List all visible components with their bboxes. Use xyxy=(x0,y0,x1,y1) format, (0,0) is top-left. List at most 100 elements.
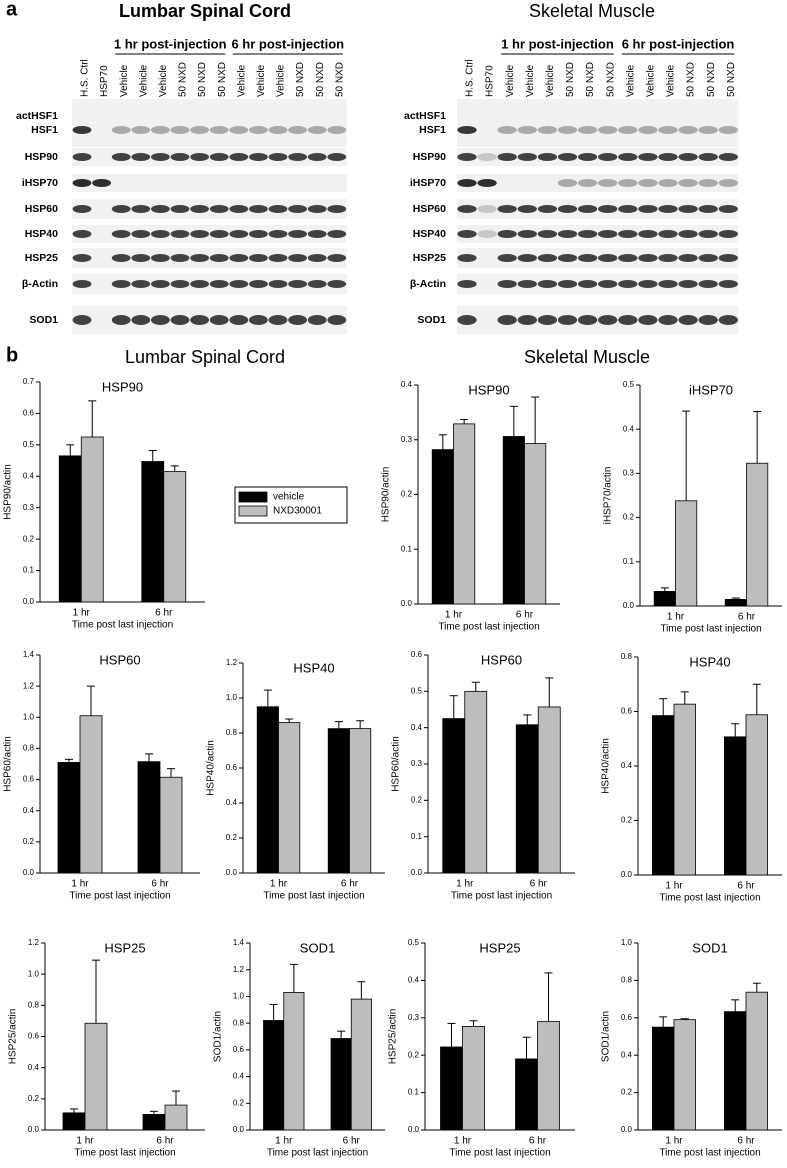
y-tick-label: 0.2 xyxy=(233,1098,245,1107)
y-tick-label: 0.7 xyxy=(23,377,35,386)
blot-band xyxy=(497,254,517,262)
x-tick-label: 1 hr xyxy=(667,612,685,623)
blot-band xyxy=(268,205,288,213)
error-bar xyxy=(523,714,532,725)
lane-label: 50 NXD xyxy=(315,62,326,97)
blot-band xyxy=(209,205,229,213)
blot-band xyxy=(327,315,347,325)
bar xyxy=(137,761,161,874)
blot-band xyxy=(577,315,598,325)
blot-strip xyxy=(72,274,347,294)
blot-band xyxy=(678,280,698,288)
blot-band xyxy=(209,315,229,325)
chart-title: HSP90 xyxy=(468,382,509,397)
blot-band xyxy=(150,230,170,238)
blot-band xyxy=(537,153,558,161)
x-tick-label: 1 hr xyxy=(665,881,683,892)
error-bar xyxy=(659,698,668,716)
blot-band xyxy=(288,230,308,238)
error-bar xyxy=(66,444,75,456)
x-tick-label: 6 hr xyxy=(156,1136,174,1147)
error-bar xyxy=(471,681,480,692)
bar xyxy=(57,762,81,874)
y-axis-label: HSP90/actin xyxy=(381,467,392,523)
y-tick-label: 0.4 xyxy=(621,761,633,770)
blot-band xyxy=(477,230,497,238)
blot-band xyxy=(638,179,658,187)
legend-label: NXD30001 xyxy=(273,506,322,517)
blot-band xyxy=(477,205,497,213)
protein-label: HSP40 xyxy=(413,228,446,240)
lane-label: Vehicle xyxy=(505,64,516,97)
blot-band xyxy=(718,179,738,187)
lane-label: 50 NXD xyxy=(217,62,228,97)
y-tick-label: 0.4 xyxy=(233,1072,245,1081)
chart-title: HSP60 xyxy=(99,652,140,667)
y-tick-label: 0.3 xyxy=(623,469,635,478)
y-tick-label: 0.2 xyxy=(23,837,35,846)
blot-band xyxy=(497,315,517,325)
blot-band xyxy=(557,230,578,238)
y-tick-label: 0.4 xyxy=(28,1063,40,1072)
blot-band xyxy=(618,126,638,134)
y-tick-label: 0.2 xyxy=(226,833,238,842)
error-bar xyxy=(544,972,553,1022)
y-tick-label: 0.2 xyxy=(408,1050,420,1059)
blot-band xyxy=(497,205,517,213)
blot-band xyxy=(190,126,210,134)
blot-band xyxy=(557,205,578,213)
lane-label: Vehicle xyxy=(236,64,247,97)
lane-label: Vehicle xyxy=(138,64,149,97)
blot-band xyxy=(658,230,678,238)
blot-band xyxy=(268,280,288,288)
lane-label: Vehicle xyxy=(276,64,287,97)
blot-band xyxy=(497,153,517,161)
error-bar xyxy=(460,418,469,424)
blot-band xyxy=(170,126,190,134)
blot-band xyxy=(658,254,678,262)
blot-band xyxy=(477,153,497,161)
bar xyxy=(263,1020,285,1131)
blot-band xyxy=(229,153,249,161)
blot-title: Lumbar Spinal Cord xyxy=(119,1,291,21)
blot-band xyxy=(557,315,578,325)
y-tick-label: 0.0 xyxy=(23,597,35,606)
lane-label: 50 NXD xyxy=(726,62,737,97)
blot-band xyxy=(131,153,151,161)
y-tick-label: 0.8 xyxy=(28,1000,40,1009)
y-tick-label: 0.6 xyxy=(226,763,238,772)
y-tick-label: 0.5 xyxy=(23,440,35,449)
y-tick-label: 1.0 xyxy=(28,969,40,978)
blot-band xyxy=(598,205,618,213)
blot-band xyxy=(268,230,288,238)
error-bar xyxy=(753,411,762,464)
blot-band xyxy=(190,280,210,288)
blot-band xyxy=(537,254,558,262)
blot-band xyxy=(698,315,718,325)
blot-band xyxy=(497,230,517,238)
y-tick-label: 0.6 xyxy=(28,1032,40,1041)
blot-band xyxy=(72,179,92,187)
lane-label: H.S. Ctrl xyxy=(80,59,91,97)
blot-band xyxy=(457,230,477,238)
blot-band xyxy=(190,205,210,213)
blot-band xyxy=(457,205,477,213)
blot-band xyxy=(457,126,477,134)
bar xyxy=(62,1112,86,1131)
y-tick-label: 1.0 xyxy=(226,693,238,702)
y-tick-label: 0.8 xyxy=(621,976,633,985)
bar xyxy=(724,736,747,876)
blot-band xyxy=(307,153,327,161)
y-tick-label: 0.2 xyxy=(623,513,635,522)
y-tick-label: 0.8 xyxy=(23,744,35,753)
blot-band xyxy=(170,205,190,213)
y-axis-label: SOD1/actin xyxy=(601,1011,612,1062)
y-axis-label: HSP40/actin xyxy=(601,738,612,794)
bar xyxy=(675,500,698,607)
blot-band xyxy=(327,254,347,262)
x-tick-label: 1 hr xyxy=(456,879,474,890)
legend-swatch xyxy=(238,491,268,503)
blot-band xyxy=(638,254,658,262)
y-tick-label: 1.2 xyxy=(233,965,245,974)
blot-band xyxy=(327,126,347,134)
